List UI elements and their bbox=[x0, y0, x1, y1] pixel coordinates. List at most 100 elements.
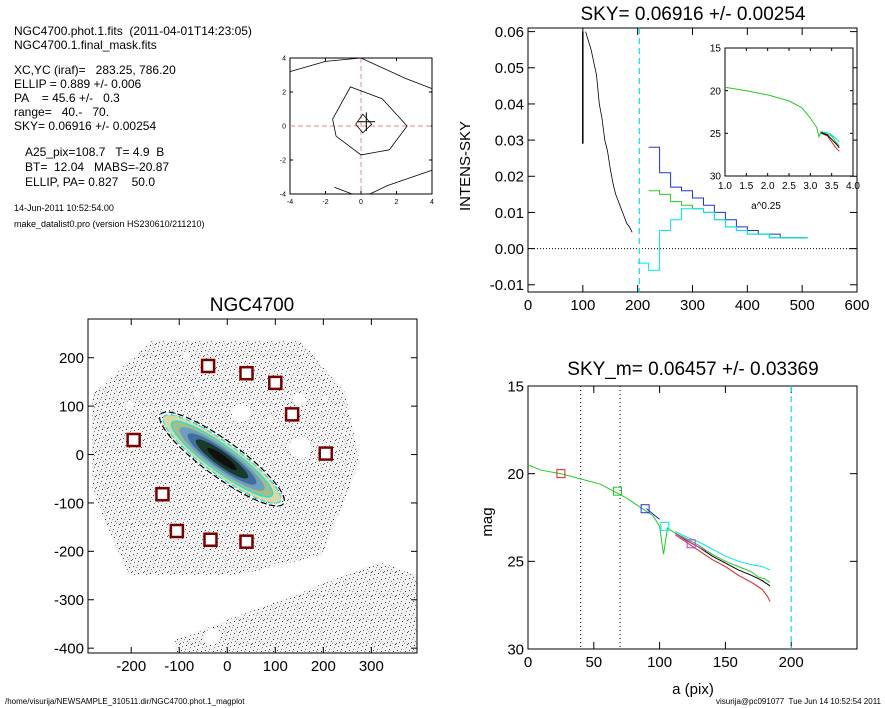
sky-box-marker bbox=[284, 407, 300, 422]
image-ytick-label: 200 bbox=[59, 350, 84, 367]
mag-xtick-label: 0 bbox=[524, 654, 532, 671]
info-mask-line: NGC4700.1.final_mask.fits bbox=[14, 38, 157, 52]
masked-star bbox=[267, 417, 273, 423]
sky-ytick-label: 0.03 bbox=[495, 133, 524, 150]
mag-xtick-label: 200 bbox=[779, 654, 804, 671]
image-ytick-label: -400 bbox=[54, 641, 84, 658]
contour-line bbox=[334, 186, 353, 195]
mag-ytick-label: 20 bbox=[507, 466, 524, 483]
sky-xtick-label: 500 bbox=[790, 297, 815, 314]
sky-box-marker bbox=[239, 534, 254, 549]
sky-ytick-label: 0.02 bbox=[495, 169, 524, 186]
mag-chart-xlabel: a (pix) bbox=[672, 681, 714, 698]
inset-xtick-label: 3.5 bbox=[825, 181, 839, 192]
image-title: NGC4700 bbox=[210, 295, 295, 316]
sky-steps-green bbox=[648, 190, 808, 239]
masked-star bbox=[204, 629, 220, 645]
center-contour-plot: -4 -2 0 2 4 -4 -2 0 2 4 bbox=[280, 56, 434, 206]
galaxy-ellipse-fit bbox=[159, 411, 285, 507]
mag-xtick-label: 50 bbox=[585, 654, 602, 671]
footer-user: visurija@pc091077 Tue Jun 14 10:52:54 20… bbox=[716, 697, 881, 706]
info-pa-line: PA = 45.6 +/- 0.3 bbox=[14, 91, 120, 105]
inset-profile-plot: 1.0 1.5 2.0 2.5 3.0 3.5 4.0 15 20 25 30 bbox=[710, 44, 861, 192]
info-range-line: range= 40.- 70. bbox=[14, 105, 110, 119]
contour-ytick-label: 4 bbox=[282, 56, 286, 63]
image-xtick-label: 200 bbox=[311, 658, 336, 675]
inset-xtick-label: 2.0 bbox=[761, 181, 775, 192]
contour-xtick-label: 0 bbox=[359, 199, 363, 206]
contour-line bbox=[369, 169, 433, 195]
inset-xlabel: a^0.25 bbox=[751, 201, 781, 212]
masked-star bbox=[232, 404, 250, 422]
galaxy-image-area bbox=[92, 340, 417, 653]
info-ellip-line: ELLIP = 0.889 +/- 0.006 bbox=[14, 77, 142, 91]
sky-xtick-label: 100 bbox=[570, 297, 595, 314]
mag-xtick-label: 150 bbox=[713, 654, 738, 671]
mag-ytick-label: 25 bbox=[507, 554, 524, 571]
contour-xtick-label: 4 bbox=[430, 199, 434, 206]
masked-star bbox=[289, 437, 311, 459]
mag-xtick-label: 100 bbox=[647, 654, 672, 671]
inset-ytick-label: 20 bbox=[710, 86, 722, 97]
info-center-line: XC,YC (iraf)= 283.25, 786.20 bbox=[14, 63, 176, 77]
sky-steps-cyan bbox=[637, 208, 808, 271]
inset-series-red bbox=[820, 132, 840, 152]
image-xtick-label: -200 bbox=[116, 658, 146, 675]
inset-ytick-label: 25 bbox=[710, 129, 722, 140]
contour-ytick-label: 0 bbox=[282, 124, 286, 131]
contour-xtick-label: -4 bbox=[287, 199, 293, 206]
inset-xtick-label: 4.0 bbox=[846, 181, 860, 192]
image-xtick-label: 300 bbox=[359, 658, 384, 675]
contour-line bbox=[289, 57, 433, 89]
contour-xtick-label: -2 bbox=[322, 199, 328, 206]
image-ytick-label: -200 bbox=[54, 544, 84, 561]
inset-xtick-label: 3.0 bbox=[803, 181, 817, 192]
image-ytick-label: 100 bbox=[59, 399, 84, 416]
image-frame bbox=[87, 318, 418, 654]
sky-box-marker bbox=[155, 486, 170, 502]
sky-ytick-label: 0.04 bbox=[495, 96, 524, 113]
sky-steps-blue bbox=[648, 146, 808, 239]
info-sky-line: SKY= 0.06916 +/- 0.00254 bbox=[14, 119, 157, 133]
contour-line bbox=[355, 113, 373, 134]
sky-xtick-label: 200 bbox=[625, 297, 650, 314]
sky-series-black bbox=[585, 31, 633, 233]
sky-ytick-label: 0.05 bbox=[495, 60, 524, 77]
masked-star bbox=[322, 395, 328, 401]
mag-frame bbox=[527, 385, 858, 650]
sky-profile-plot: 0 100 200 300 400 500 600 -0.01 0.00 0.01 0.02 0.03… bbox=[490, 24, 870, 314]
image-xtick-label: -100 bbox=[164, 658, 194, 675]
contour-ytick-label: -2 bbox=[280, 158, 286, 165]
sky-xtick-label: 300 bbox=[680, 297, 705, 314]
galaxy-image-plot: -200 -100 0 100 200 300 -400 -300 -200 -100 0 100 20… bbox=[54, 318, 418, 675]
mag-marker-green bbox=[612, 486, 622, 496]
galaxy bbox=[159, 411, 285, 507]
mag-series-cyan bbox=[675, 531, 771, 571]
mag-chart-title: SKY_m= 0.06457 +/- 0.03369 bbox=[567, 359, 818, 380]
inset-xtick-label: 2.5 bbox=[782, 181, 796, 192]
mag-marker-cyan bbox=[660, 521, 670, 531]
sky-box-marker bbox=[318, 446, 333, 461]
info-program: make_datalist0.pro (version HS230610/211… bbox=[14, 219, 205, 229]
sky-ytick-label: 0.00 bbox=[495, 241, 524, 258]
inset-bg bbox=[725, 48, 853, 176]
inset-series-cyan bbox=[820, 131, 840, 143]
mag-series-blue bbox=[646, 508, 660, 520]
mag-series-magenta bbox=[675, 532, 706, 552]
mag-series-green bbox=[527, 464, 771, 583]
mag-marker-red bbox=[556, 469, 566, 479]
sky-box-marker bbox=[203, 532, 218, 547]
mag-chart-ylabel: mag bbox=[479, 507, 496, 536]
sky-box-marker bbox=[169, 523, 185, 539]
inset-xtick-label: 1.5 bbox=[739, 181, 753, 192]
sky-box-marker bbox=[268, 375, 283, 391]
mag-profile-plot: 0 50 100 150 200 15 20 25 30 bbox=[507, 378, 858, 671]
sky-box-marker bbox=[126, 432, 141, 448]
inset-ytick-label: 15 bbox=[710, 44, 722, 55]
inset-series-black bbox=[820, 132, 840, 149]
contour-ytick-label: -4 bbox=[280, 192, 286, 199]
info-a25-line: A25_pix=108.7 T= 4.9 B bbox=[25, 145, 165, 159]
inset-series-green bbox=[724, 86, 840, 147]
image-ytick-label: -300 bbox=[54, 592, 84, 609]
sky-box-marker bbox=[200, 358, 216, 374]
